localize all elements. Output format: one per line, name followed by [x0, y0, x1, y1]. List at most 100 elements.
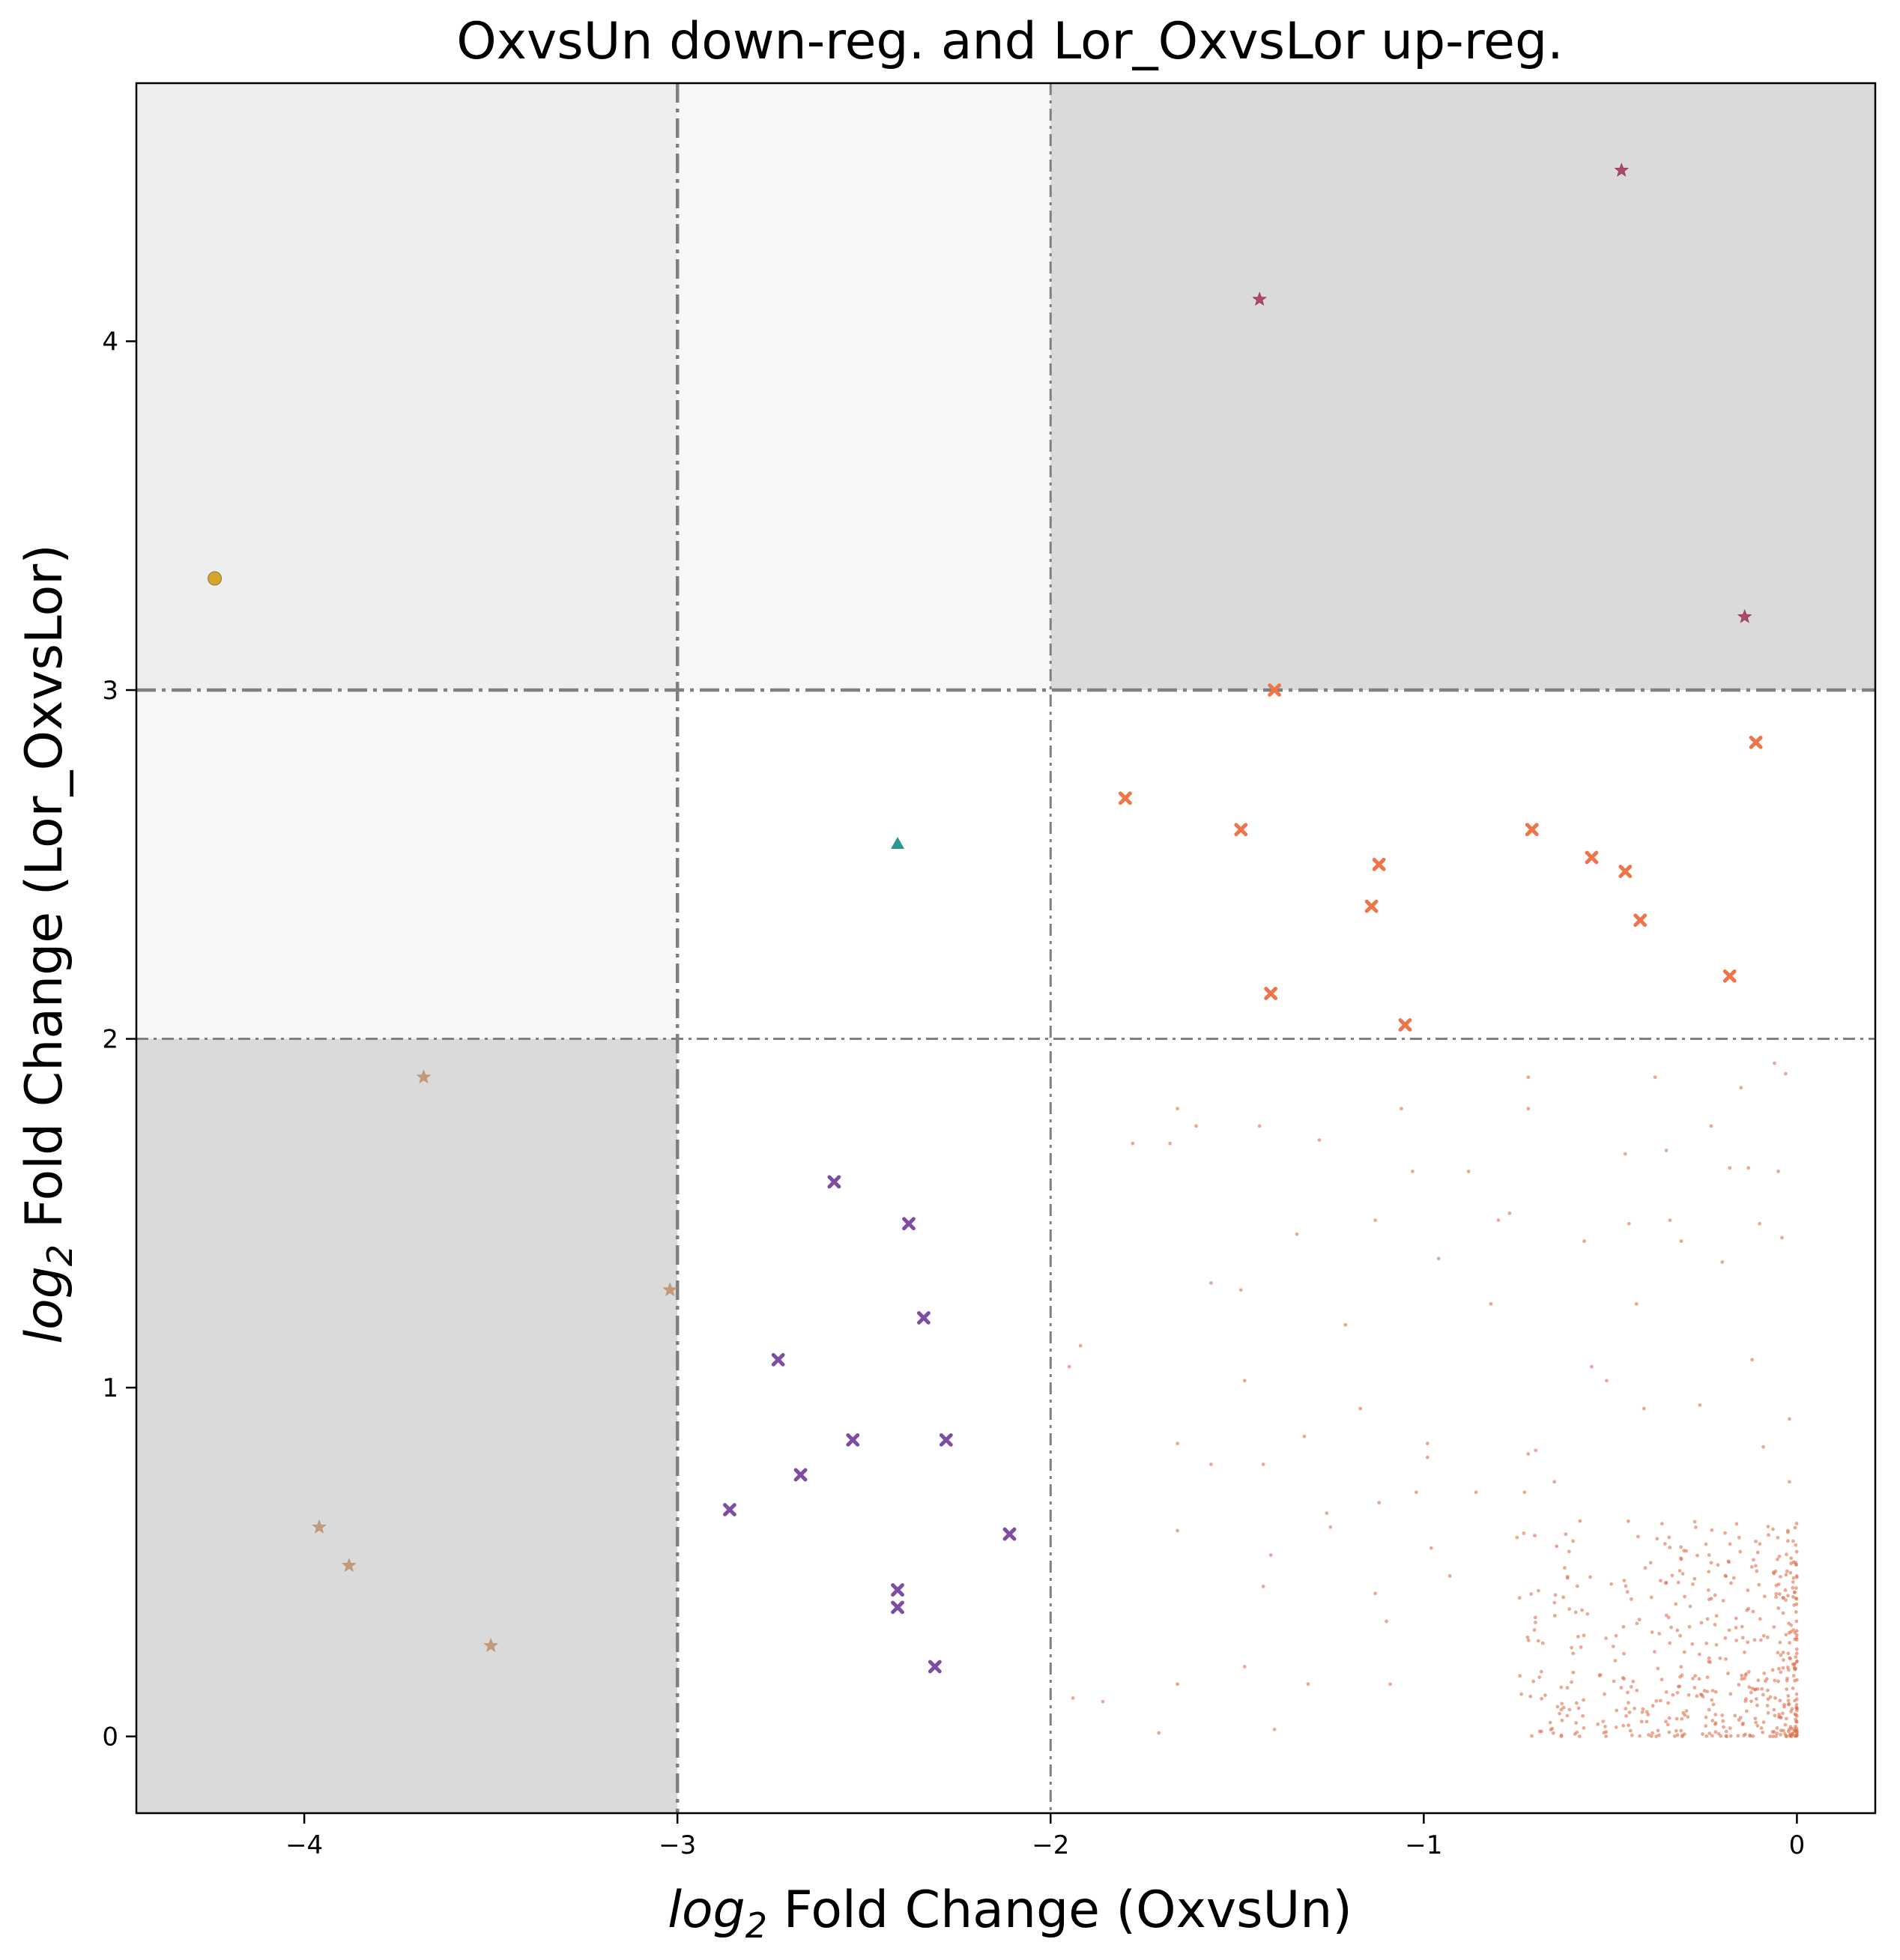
- bulk-point: [1750, 1358, 1755, 1362]
- bulk-point: [1540, 1696, 1544, 1701]
- bulk-point: [1343, 1322, 1348, 1327]
- bulk-point: [1604, 1379, 1609, 1383]
- bulk-point: [1302, 1434, 1307, 1439]
- bulk-point: [1788, 1417, 1791, 1421]
- bulk-point: [1761, 1720, 1766, 1725]
- bulk-point: [1633, 1706, 1636, 1711]
- bulk-point: [1664, 1149, 1668, 1152]
- bulk-point: [1794, 1597, 1799, 1601]
- bulk-point: [1565, 1574, 1570, 1579]
- x-stroke: [1585, 850, 1599, 865]
- bulk-point: [1782, 1658, 1785, 1662]
- bulk-point: [1621, 1723, 1626, 1728]
- bulk-point: [1619, 1686, 1624, 1690]
- x-stroke: [1118, 791, 1132, 805]
- region-0: [136, 83, 678, 691]
- bulk-point: [1774, 1591, 1779, 1596]
- x-stroke: [928, 1660, 942, 1674]
- bulk-point: [1761, 1730, 1765, 1734]
- bulk-point: [1559, 1708, 1564, 1712]
- bulk-point: [1718, 1656, 1722, 1660]
- data-point-star: [1737, 608, 1752, 623]
- bulk-point: [1767, 1533, 1770, 1537]
- y-tick-label: 1: [102, 1373, 118, 1403]
- bulk-point: [1580, 1608, 1585, 1612]
- bulk-point: [1775, 1726, 1779, 1730]
- data-point-x: [1118, 791, 1132, 805]
- bulk-point: [1706, 1588, 1710, 1592]
- bulk-point: [1791, 1585, 1795, 1590]
- bulk-point: [1704, 1724, 1708, 1728]
- bulk-point: [1627, 1711, 1632, 1714]
- x-stroke: [1722, 969, 1737, 983]
- bulk-point: [1794, 1610, 1798, 1614]
- data-point-x: [827, 1175, 841, 1189]
- bulk-point: [1707, 1660, 1711, 1664]
- data-point-star: [662, 1282, 678, 1297]
- bulk-point: [1758, 1542, 1762, 1546]
- threshold-lines: [136, 83, 1875, 1813]
- bulk-point: [1752, 1687, 1757, 1692]
- bulk-point: [1716, 1563, 1720, 1567]
- bulk-point: [1682, 1650, 1686, 1654]
- bulk-point: [1780, 1711, 1785, 1716]
- bulk-point: [1791, 1576, 1796, 1580]
- x-stroke: [939, 1433, 953, 1447]
- bulk-point: [1612, 1679, 1616, 1684]
- bulk-point: [1787, 1631, 1791, 1635]
- bulk-point: [1552, 1600, 1557, 1605]
- bulk-point: [1295, 1232, 1299, 1236]
- bulk-point: [1724, 1657, 1728, 1661]
- data-point-x: [891, 1583, 904, 1597]
- bulk-point: [1765, 1704, 1770, 1708]
- bulk-point: [1755, 1569, 1759, 1573]
- bulk-point: [1679, 1556, 1683, 1561]
- bulk-point: [1746, 1606, 1751, 1611]
- bulk-point: [1791, 1539, 1795, 1543]
- bulk-point: [1675, 1628, 1680, 1633]
- bulk-point: [1627, 1723, 1630, 1728]
- bulk-point: [1625, 1590, 1630, 1594]
- bulk-point: [1429, 1546, 1433, 1550]
- bulk-point: [1647, 1733, 1651, 1737]
- bulk-point: [1754, 1539, 1758, 1543]
- bulk-point: [1629, 1597, 1633, 1601]
- bulk-point: [1744, 1697, 1748, 1701]
- bulk-point: [1728, 1166, 1732, 1170]
- bulk-point: [1713, 1623, 1717, 1627]
- bulk-point: [1626, 1690, 1630, 1695]
- bulk-point: [1570, 1645, 1573, 1650]
- bulk-point: [1749, 1690, 1753, 1695]
- data-point-x: [723, 1503, 736, 1516]
- bulk-point: [1711, 1702, 1716, 1707]
- x-axis-ticks: −4 −3 −2 −1 0: [285, 1813, 1805, 1860]
- bulk-point: [1707, 1731, 1712, 1736]
- bulk-point: [1561, 1705, 1566, 1710]
- bulk-point: [1793, 1590, 1797, 1594]
- bulk-point: [1533, 1615, 1537, 1620]
- bulk-point: [1671, 1693, 1675, 1697]
- bulk-point: [1704, 1641, 1709, 1645]
- bulk-point: [1784, 1598, 1788, 1603]
- bulk-point: [1675, 1733, 1680, 1737]
- bulk-point: [1794, 1549, 1799, 1554]
- bulk-point: [1705, 1690, 1710, 1694]
- bulk-point: [1723, 1573, 1728, 1578]
- bulk-point: [1793, 1630, 1797, 1635]
- bulk-point: [1176, 1528, 1180, 1533]
- bulk-point: [1377, 1501, 1381, 1505]
- bulk-point: [1466, 1170, 1471, 1173]
- bulk-point: [1766, 1711, 1770, 1715]
- bulk-point: [1746, 1640, 1750, 1645]
- bulk-point: [1786, 1699, 1791, 1703]
- bulk-point: [1645, 1710, 1649, 1714]
- bulk-point: [1645, 1719, 1649, 1724]
- bulk-point: [1728, 1542, 1732, 1546]
- bulk-point: [1784, 1071, 1788, 1076]
- bulk-point: [1752, 1638, 1757, 1642]
- bulk-point: [1654, 1699, 1659, 1703]
- bulk-point: [1771, 1734, 1776, 1738]
- bulk-point: [1773, 1061, 1776, 1065]
- bulk-point: [1261, 1585, 1265, 1588]
- bulk-point: [1779, 1574, 1782, 1579]
